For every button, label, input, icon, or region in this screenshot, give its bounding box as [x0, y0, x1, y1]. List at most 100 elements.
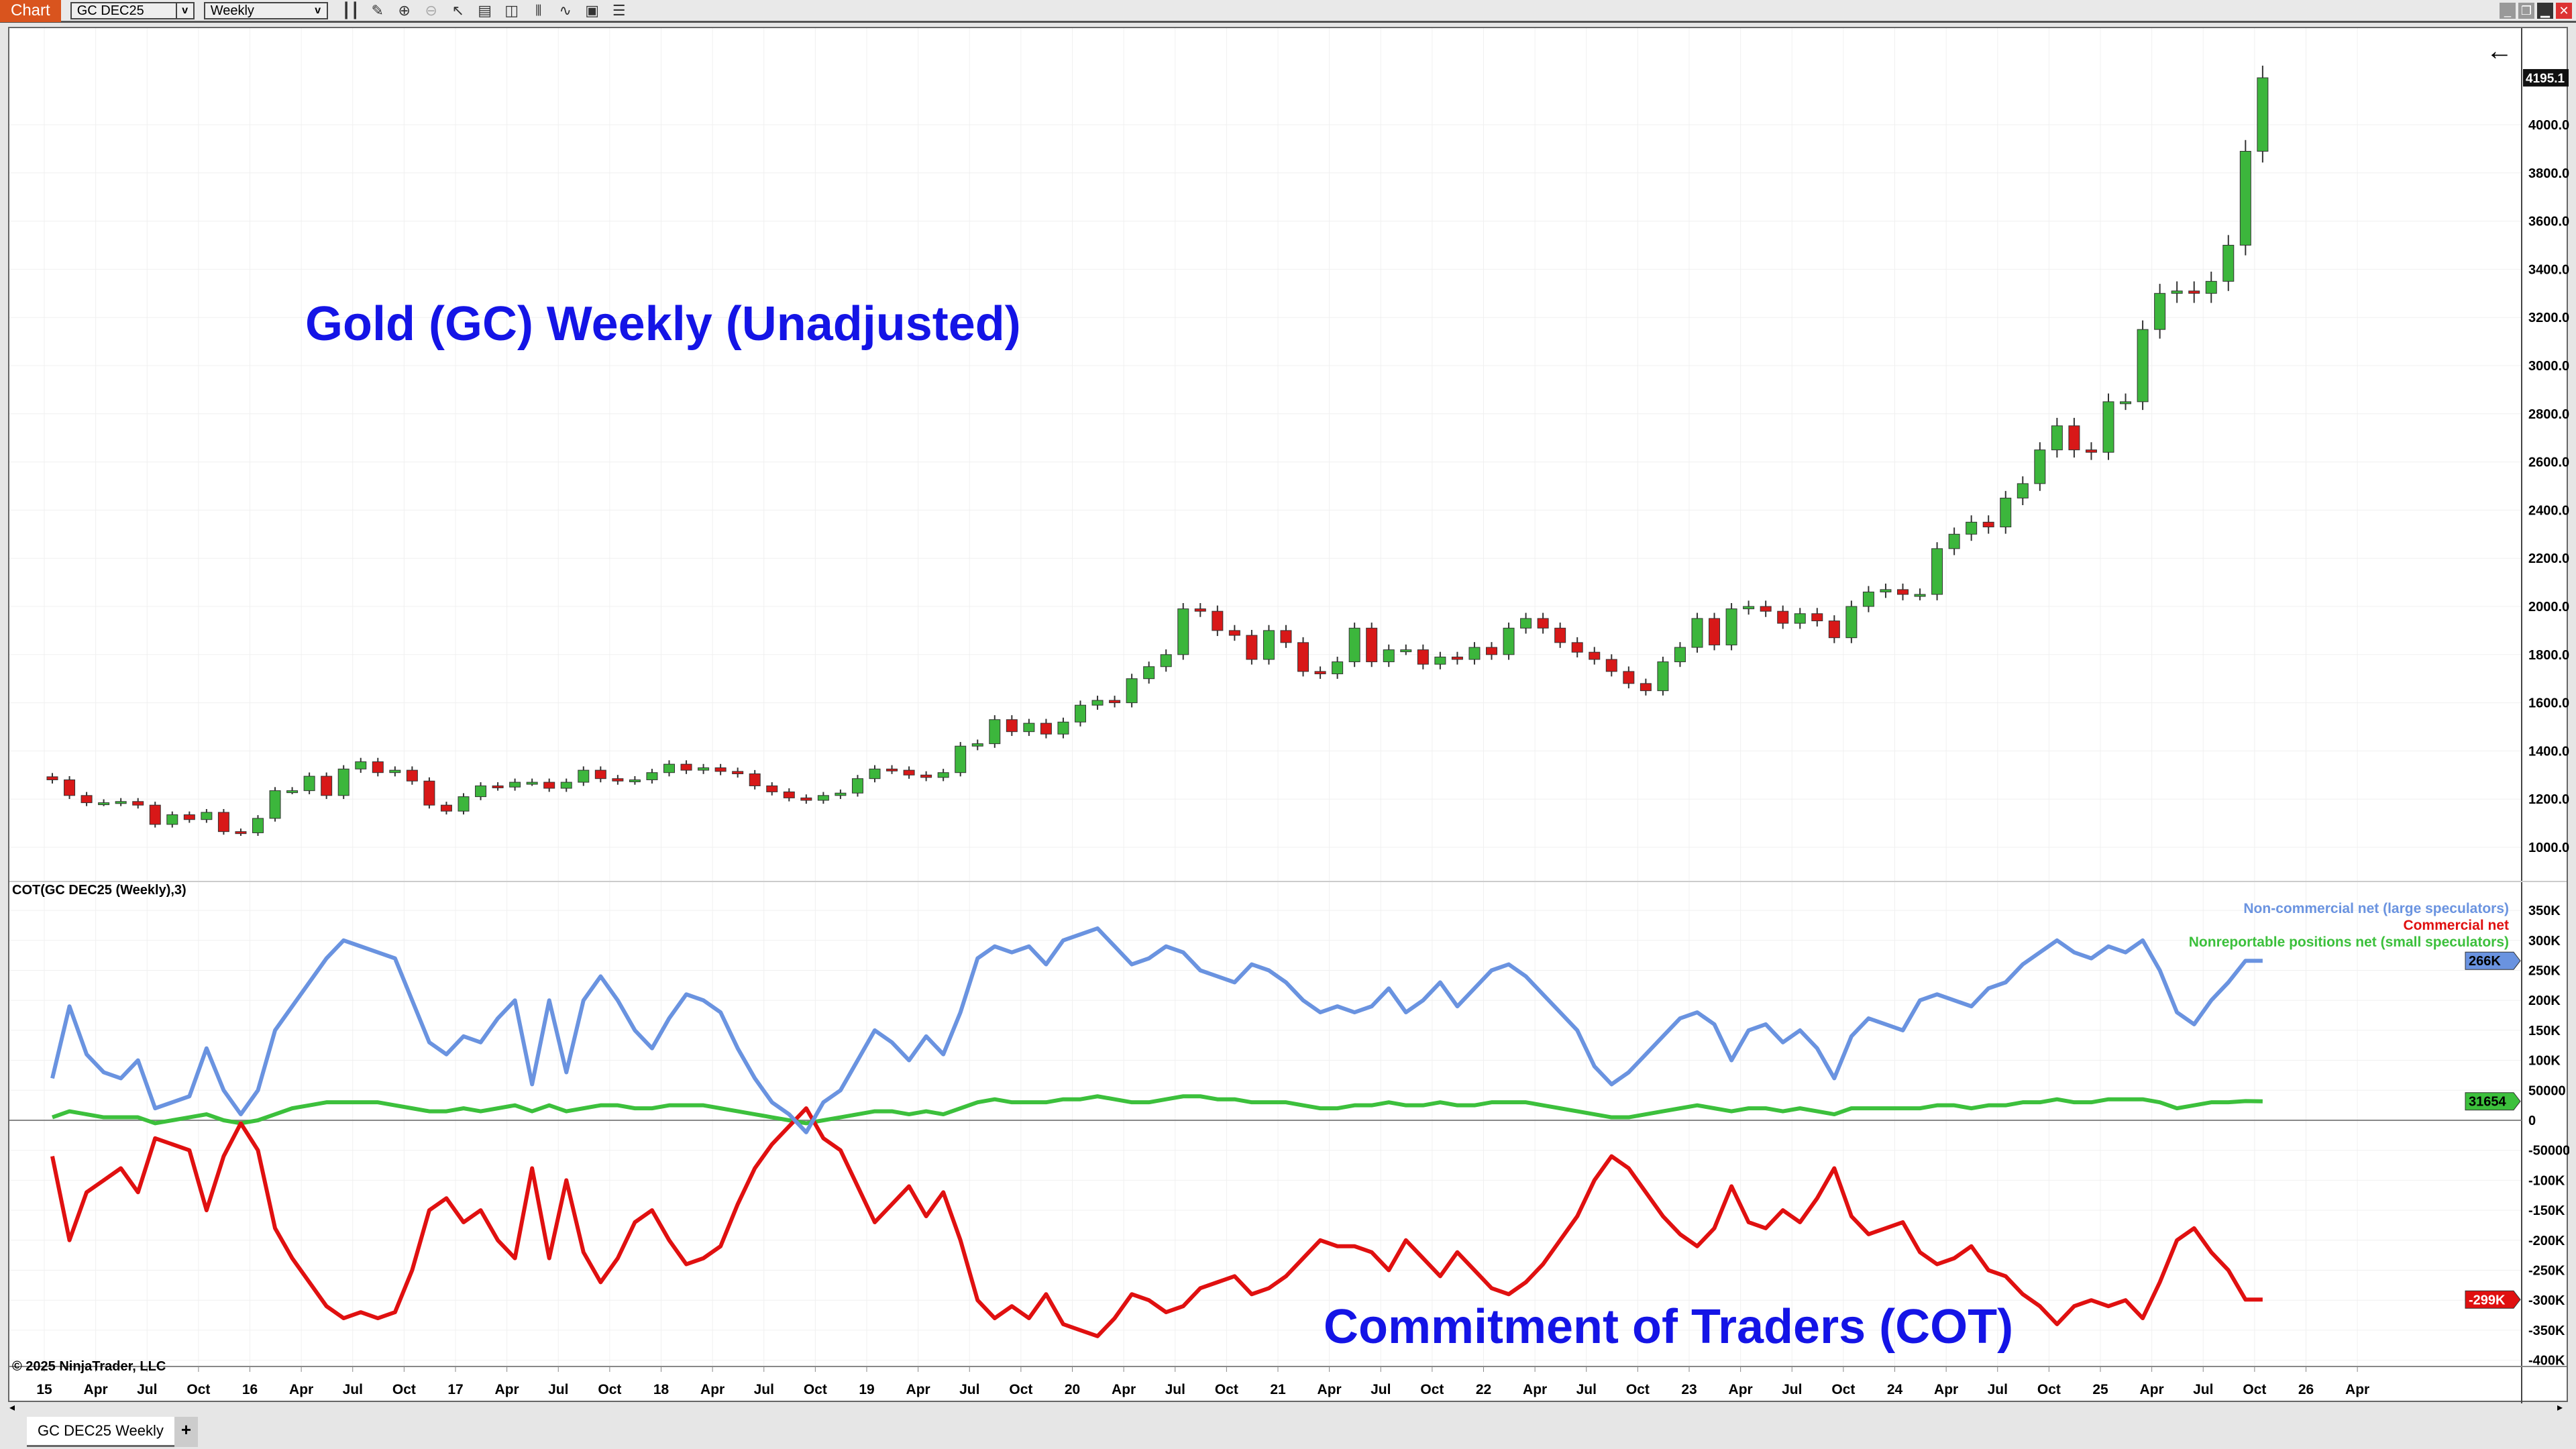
candle-body: [1605, 659, 1617, 672]
maximize-icon[interactable]: ▁: [2537, 3, 2553, 19]
chart-menu-button[interactable]: Chart: [0, 0, 61, 22]
candle-body: [492, 785, 504, 788]
candle-body: [2257, 77, 2269, 152]
restore-icon[interactable]: ❐: [2518, 3, 2534, 19]
candle-body: [337, 768, 350, 796]
price-tick-label: 3800.0: [2528, 166, 2569, 181]
candle-body: [749, 773, 761, 786]
price-tick-label: 2600.0: [2528, 455, 2569, 470]
x-tick-label: Jul: [1576, 1382, 1597, 1397]
x-tick-label: Apr: [1934, 1382, 1958, 1397]
scroll-right-icon[interactable]: ▸: [2557, 1402, 2563, 1413]
candle-body: [1828, 621, 1840, 639]
x-tick-label: Jul: [2193, 1382, 2213, 1397]
candle-body: [680, 763, 692, 771]
x-tick-label: Apr: [2140, 1382, 2164, 1397]
candle-body: [46, 776, 58, 780]
strategies-icon[interactable]: ∿: [559, 1, 572, 19]
zoom-in-icon[interactable]: ⊕: [398, 1, 411, 19]
cot-last-value-tag: [2465, 1092, 2521, 1111]
candle-body: [1794, 613, 1806, 624]
candle-body: [286, 790, 299, 794]
x-tick-label: Apr: [289, 1382, 313, 1397]
instrument-selector[interactable]: GC DEC25 v: [70, 1, 195, 19]
back-arrow-icon[interactable]: ←: [2486, 36, 2513, 66]
candle-body: [458, 796, 470, 812]
cot-legend: Non-commercial net (large speculators) C…: [2189, 900, 2509, 951]
close-icon[interactable]: ✕: [2556, 3, 2572, 19]
x-tick-label: 17: [447, 1382, 463, 1397]
cot-title: Commitment of Traders (COT): [1324, 1300, 2014, 1354]
pointer-icon[interactable]: ↖: [451, 1, 464, 19]
cot-last-value-label: 266K: [2469, 954, 2501, 969]
chart-area[interactable]: 4000.0 3800.0 3600.0 3400.0 3200.0 3000.0 2800…: [8, 27, 2569, 1403]
candle-body: [1811, 613, 1823, 622]
copyright: © 2025 NinjaTrader, LLC: [12, 1359, 166, 1374]
chevron-down-icon[interactable]: v: [315, 4, 321, 16]
candle-body: [1982, 521, 1994, 528]
candle-body: [1434, 656, 1446, 665]
x-tick-label: Oct: [1420, 1382, 1444, 1397]
x-tick-label: Oct: [1215, 1382, 1238, 1397]
zoom-out-icon[interactable]: ⊖: [425, 1, 437, 19]
x-tick-label: Jul: [1988, 1382, 2008, 1397]
cot-tick-label: 0: [2528, 1114, 2536, 1128]
candle-body: [886, 768, 898, 771]
candle-body: [2154, 292, 2166, 330]
candle-body: [955, 745, 967, 773]
candle-body: [406, 769, 418, 782]
candle-body: [80, 795, 93, 804]
candle-body: [1126, 678, 1138, 704]
chart-trader-icon[interactable]: ☰: [612, 1, 626, 19]
candle-body: [321, 775, 333, 796]
cot-tick-label: 300K: [2528, 934, 2561, 949]
x-tick-label: 15: [36, 1382, 52, 1397]
cot-tick-label: -100K: [2528, 1173, 2565, 1188]
x-tick-label: Oct: [2243, 1382, 2266, 1397]
minimize-icon[interactable]: _: [2500, 3, 2516, 19]
price-tick-label: 1400.0: [2528, 744, 2569, 759]
candle-body: [1451, 656, 1463, 660]
x-tick-label: Apr: [2345, 1382, 2369, 1397]
interval-selector[interactable]: Weekly v: [203, 1, 328, 19]
draw-icon[interactable]: ✎: [371, 1, 384, 19]
cot-last-value-label: -299K: [2469, 1293, 2506, 1307]
x-tick-label: 19: [859, 1382, 874, 1397]
tab-gc-dec25-weekly[interactable]: GC DEC25 Weekly: [27, 1417, 174, 1447]
candle-body: [1897, 589, 1909, 595]
x-tick-label: 22: [1476, 1382, 1491, 1397]
candle-body: [372, 761, 384, 773]
data-box-icon[interactable]: ▤: [478, 1, 492, 19]
cot-tick-label: 250K: [2528, 964, 2561, 979]
properties-icon[interactable]: ◫: [504, 1, 519, 19]
candle-body: [1845, 606, 1858, 639]
candle-body: [1348, 627, 1360, 663]
x-tick-label: 18: [653, 1382, 669, 1397]
candle-body: [1314, 671, 1326, 675]
add-tab-button[interactable]: +: [174, 1417, 199, 1447]
candle-body: [2102, 401, 2114, 453]
x-tick-label: 21: [1270, 1382, 1286, 1397]
candle-body: [1691, 618, 1703, 648]
candle-body: [1503, 627, 1515, 655]
candle-body: [1966, 521, 1978, 535]
candle-body: [869, 768, 881, 780]
candle-body: [2068, 425, 2080, 451]
cot-series-line: [50, 926, 2263, 1134]
candle-body: [1709, 618, 1721, 645]
indicators-icon[interactable]: ⫴: [535, 1, 542, 19]
candle-body: [1091, 700, 1104, 706]
candle-body: [2137, 329, 2149, 402]
bar-type-icon[interactable]: ┃┃: [341, 1, 360, 19]
candle-body: [201, 812, 213, 820]
candle-body: [355, 761, 367, 769]
templates-icon[interactable]: ▣: [585, 1, 600, 19]
candle-body: [1777, 610, 1789, 624]
scroll-left-icon[interactable]: ◂: [9, 1402, 15, 1413]
x-tick-label: Jul: [343, 1382, 363, 1397]
cot-tick-label: 200K: [2528, 994, 2561, 1008]
cot-series-line: [52, 1094, 2263, 1126]
chevron-down-icon[interactable]: v: [175, 3, 193, 18]
candle-body: [1143, 666, 1155, 680]
cot-tick-label: -300K: [2528, 1293, 2565, 1308]
